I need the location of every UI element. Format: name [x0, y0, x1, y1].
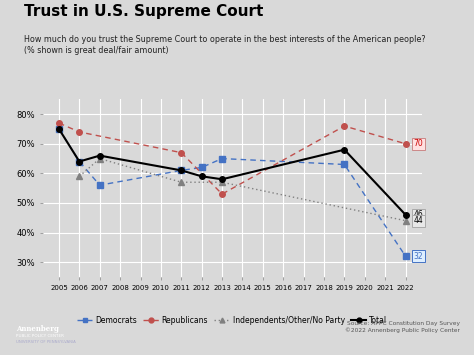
Text: Trust in U.S. Supreme Court: Trust in U.S. Supreme Court	[24, 4, 263, 18]
Text: Source: APPC Constitution Day Survey
©2022 Annenberg Public Policy Center: Source: APPC Constitution Day Survey ©20…	[345, 321, 460, 333]
Text: 44: 44	[414, 216, 423, 225]
Text: PUBLIC POLICY CENTER: PUBLIC POLICY CENTER	[16, 334, 64, 338]
Text: 32: 32	[414, 252, 423, 261]
Text: 70: 70	[414, 139, 423, 148]
Text: UNIVERSITY OF PENNSYLVANIA: UNIVERSITY OF PENNSYLVANIA	[16, 340, 75, 344]
Text: Annenberg: Annenberg	[16, 325, 58, 333]
Text: 46: 46	[414, 210, 423, 219]
Legend: Democrats, Republicans, Independents/Other/No Party, Total: Democrats, Republicans, Independents/Oth…	[74, 313, 391, 328]
Text: How much do you trust the Supreme Court to operate in the best interests of the : How much do you trust the Supreme Court …	[24, 36, 425, 55]
